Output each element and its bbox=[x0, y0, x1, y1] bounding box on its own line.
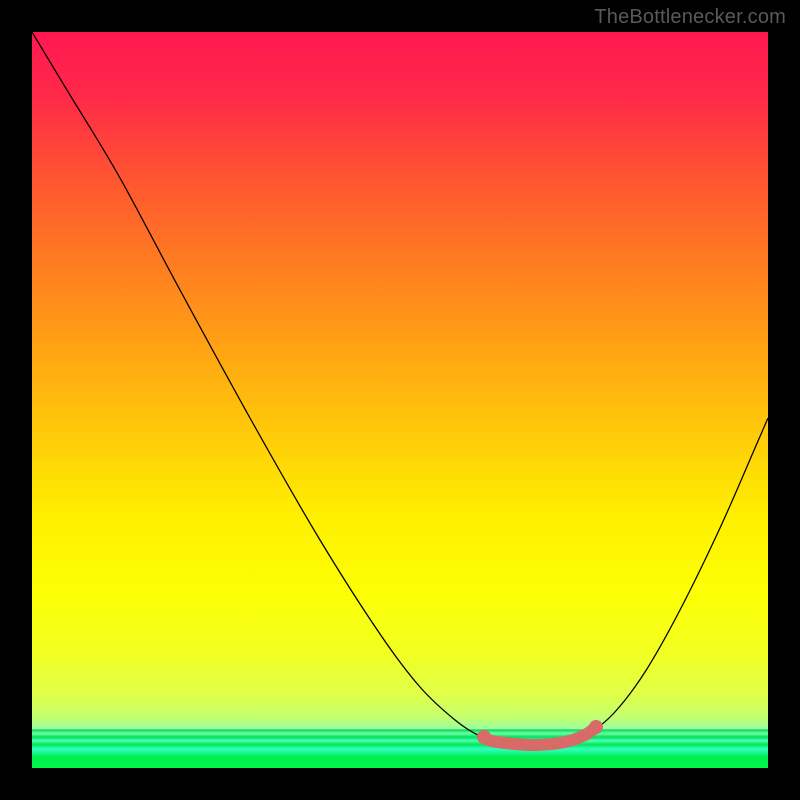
highlight-dot bbox=[589, 720, 603, 734]
highlight-dot bbox=[477, 730, 491, 744]
watermark-text: TheBottlenecker.com bbox=[594, 6, 786, 29]
plot-background bbox=[32, 32, 768, 768]
plot-svg bbox=[0, 0, 800, 800]
